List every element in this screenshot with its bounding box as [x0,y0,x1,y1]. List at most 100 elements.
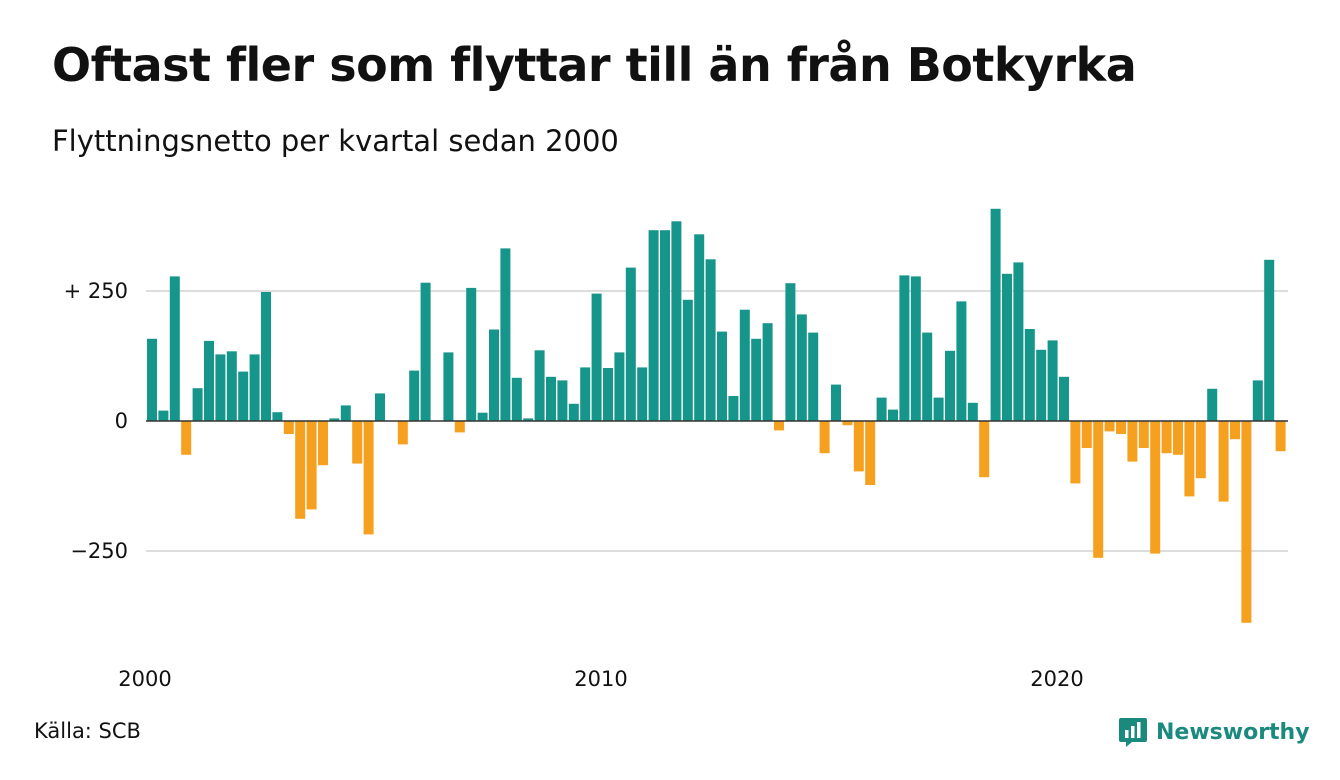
bar-52 [739,309,750,421]
bar-57 [796,314,807,421]
bar-7 [226,351,237,421]
bar-55 [774,421,784,431]
bar-42 [625,267,636,421]
bar-53 [751,338,762,421]
bar-99 [1275,421,1286,452]
bar-82 [1081,421,1092,448]
bar-48 [694,234,705,421]
bar-29 [477,412,488,421]
bar-95 [1230,421,1240,440]
bar-91 [1184,421,1195,497]
bar-2 [169,276,180,421]
bar-1 [158,410,169,421]
bar-41 [614,352,625,421]
bar-23 [409,370,420,421]
bar-64 [876,397,887,421]
bar-8 [238,371,249,421]
bar-73 [979,421,990,478]
brand-name: Newsworthy [1156,719,1310,745]
bar-86 [1127,421,1138,462]
bar-3 [181,421,192,455]
bar-47 [682,299,693,421]
bar-19 [363,421,374,535]
bar-78 [1036,349,1047,421]
bar-72 [967,402,978,421]
bar-67 [910,276,921,421]
bar-70 [945,350,955,421]
chart-title: Oftast fler som flyttar till än från Bot… [52,38,1137,92]
newsworthy-logo-icon [1119,718,1147,747]
bar-83 [1093,421,1104,558]
bar-22 [397,421,408,445]
bar-13 [295,421,306,519]
bar-33 [523,418,534,421]
bar-17 [340,405,351,421]
bars [147,208,1286,623]
bar-65 [888,409,898,421]
bar-44 [648,230,659,421]
bar-50 [717,331,727,421]
y-tick-label-1: 0 [115,409,128,433]
bar-94 [1218,421,1229,502]
bar-89 [1161,421,1172,454]
source-note: Källa: SCB [34,719,141,743]
bar-20 [375,393,385,421]
bar-88 [1150,421,1161,554]
bar-79 [1047,340,1058,421]
bar-18 [352,421,363,464]
bar-98 [1264,259,1275,421]
bar-85 [1116,421,1126,434]
bar-26 [443,352,454,421]
bar-40 [603,368,613,421]
bar-chart: + 250 0 −250 2000 2010 2020 [64,208,1288,691]
bar-60 [831,384,841,421]
bar-15 [318,421,328,466]
bar-38 [580,367,591,421]
x-axis-ticks: 2000 2010 2020 [118,667,1083,691]
bar-93 [1207,388,1218,421]
brand[interactable]: Newsworthy [1118,714,1310,750]
bar-31 [500,248,511,421]
bar-62 [853,421,864,472]
bar-9 [249,354,260,421]
bar-90 [1173,421,1183,455]
bar-43 [637,367,648,421]
bar-27 [454,421,465,433]
bar-81 [1070,421,1081,484]
x-tick-label-1: 2010 [574,667,627,691]
bar-76 [1013,262,1024,421]
bar-6 [215,354,226,421]
bar-39 [591,293,602,421]
bar-71 [956,301,967,421]
bar-45 [660,230,670,421]
bar-46 [671,221,682,421]
bar-14 [306,421,317,510]
x-tick-label-0: 2000 [118,667,171,691]
bar-12 [283,421,294,434]
bar-36 [557,380,568,421]
bar-28 [466,287,477,421]
y-axis-ticks: + 250 0 −250 [64,279,128,563]
bar-4 [192,388,203,421]
bar-37 [568,403,579,421]
bar-49 [705,259,716,421]
bar-54 [762,323,773,421]
bar-56 [785,283,796,421]
bar-32 [511,377,522,421]
bar-77 [1024,329,1035,421]
bar-35 [546,376,556,421]
bar-51 [728,396,739,421]
y-tick-label-0: + 250 [64,279,128,303]
bar-69 [933,397,944,421]
bar-59 [819,421,830,454]
bar-16 [329,418,340,421]
bar-58 [808,332,819,421]
chart-subtitle: Flyttningsnetto per kvartal sedan 2000 [52,124,619,158]
bar-0 [147,338,157,421]
bar-11 [272,412,283,421]
bar-66 [899,275,910,421]
x-tick-label-2: 2020 [1030,667,1083,691]
bar-87 [1138,421,1149,448]
y-tick-label-2: −250 [70,539,128,563]
bar-68 [922,332,933,421]
